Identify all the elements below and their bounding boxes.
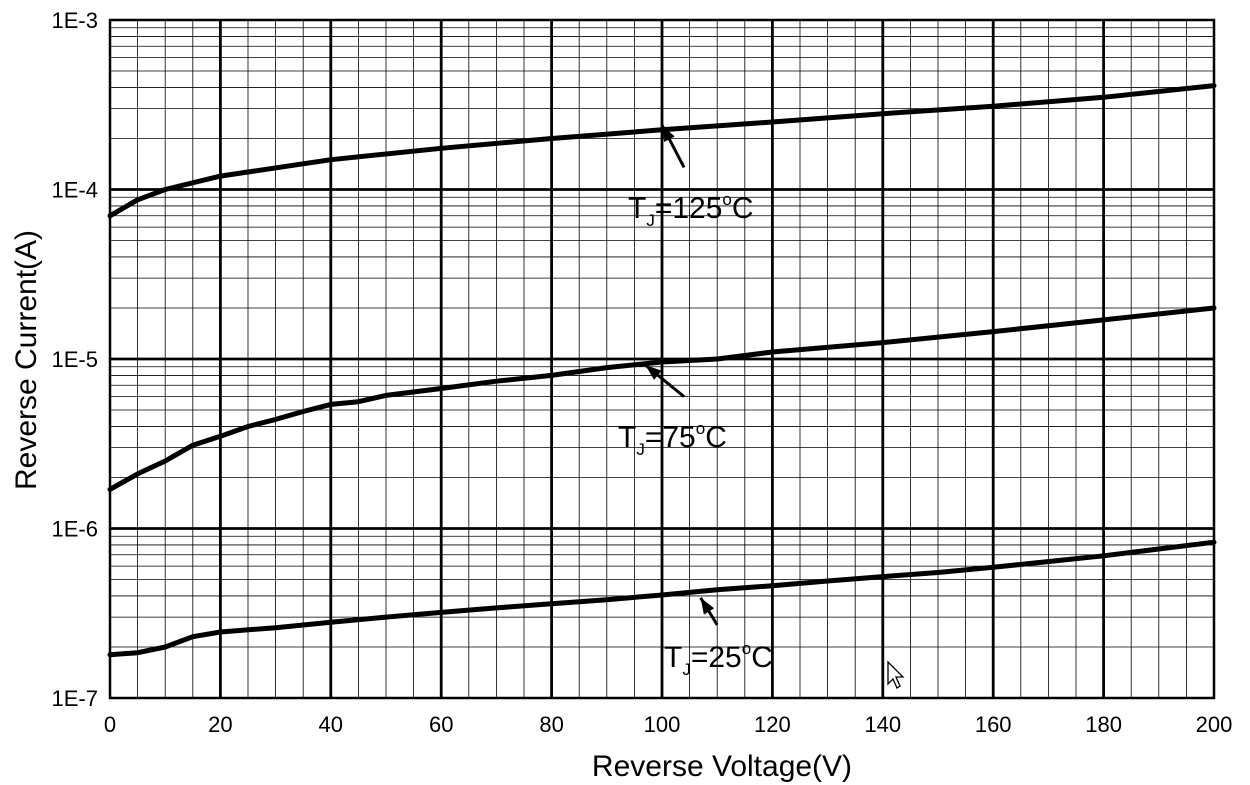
y-axis-title: Reverse Current(A): [10, 230, 43, 490]
annotation-arrow-head: [645, 365, 662, 380]
x-tick-label: 120: [754, 712, 791, 737]
x-tick-label: 140: [864, 712, 901, 737]
series-line-2: [107, 305, 1217, 492]
x-tick-label: 160: [975, 712, 1012, 737]
series-line-3: [107, 539, 1217, 658]
x-tick-label: 0: [104, 712, 116, 737]
x-tick-label: 100: [644, 712, 681, 737]
y-tick-label: 1E-4: [52, 178, 98, 203]
plot-frame: [108, 18, 1216, 700]
x-tick-label: 20: [208, 712, 232, 737]
x-tick-label: 60: [429, 712, 453, 737]
x-tick-label: 80: [539, 712, 563, 737]
series-label: TJ=25oC: [664, 639, 773, 679]
major-grid: [110, 20, 1214, 698]
x-tick-label: 40: [319, 712, 343, 737]
y-tick-label: 1E-5: [52, 347, 98, 372]
mouse-pointer-icon: [887, 660, 905, 689]
x-tick-label: 200: [1196, 712, 1233, 737]
annotation-arrow-head: [662, 125, 675, 142]
series-line-1: [107, 83, 1217, 219]
series-layer: [107, 83, 1217, 658]
series-label: TJ=75oC: [618, 419, 727, 459]
annotation-arrow-head: [700, 597, 715, 615]
y-tick-labels: 1E-7 1E-6 1E-5 1E-4 1E-3: [52, 8, 98, 711]
annotation-layer: TJ=125oC TJ=75oC TJ=25oC: [618, 124, 773, 679]
y-tick-label: 1E-6: [52, 517, 98, 542]
x-tick-label: 180: [1085, 712, 1122, 737]
y-tick-label: 1E-3: [52, 8, 98, 33]
x-tick-labels: 0 20 40 60 80 100 120 140 160 180 200: [104, 712, 1232, 737]
y-tick-label: 1E-7: [52, 686, 98, 711]
x-axis-title: Reverse Voltage(V): [592, 750, 852, 783]
series-label: TJ=125oC: [628, 190, 754, 230]
